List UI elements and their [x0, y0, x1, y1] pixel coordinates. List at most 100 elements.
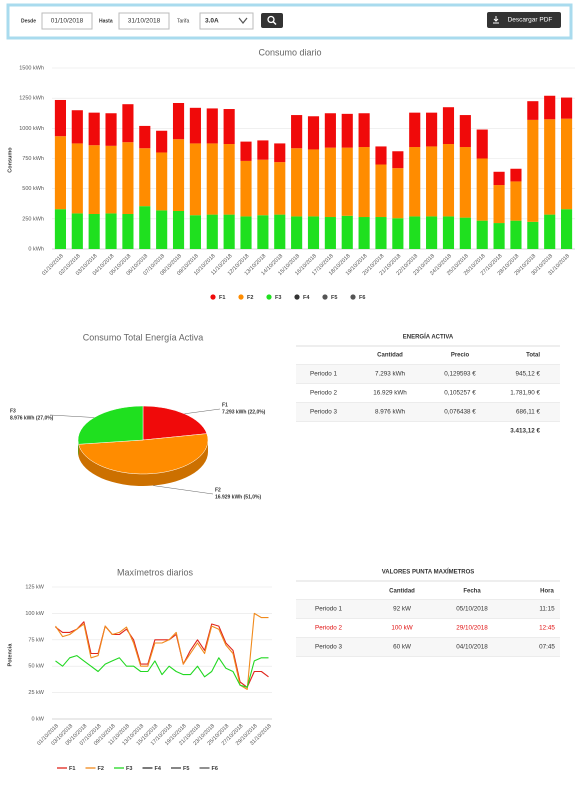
- y-tick-label: 750 kWh: [22, 156, 44, 162]
- bar-segment: [257, 215, 269, 249]
- bar-segment: [122, 142, 134, 215]
- pie-side: [78, 440, 209, 487]
- bar-segment: [71, 213, 83, 249]
- table-row: [296, 402, 560, 422]
- toolbar: [6, 3, 573, 40]
- bar-segment: [358, 113, 370, 148]
- bar-segment: [426, 216, 438, 249]
- bar-segment: [358, 217, 370, 249]
- bar-segment: [409, 112, 421, 148]
- legend-marker: [322, 294, 328, 300]
- bar-segment: [105, 213, 117, 249]
- bar-segment: [510, 220, 522, 249]
- y-tick-label: 25 kW: [28, 690, 44, 696]
- table-cell: 7.293 kWh: [375, 371, 406, 378]
- bar-segment: [54, 99, 67, 137]
- bar-segment: [274, 162, 286, 215]
- y-tick-label: 1250 kWh: [19, 96, 44, 102]
- bar-segment: [240, 160, 252, 217]
- bar-segment: [426, 112, 438, 147]
- bar-segment: [291, 115, 303, 149]
- bar-segment: [274, 214, 286, 249]
- bar-segment: [392, 151, 404, 169]
- table-header: Total: [526, 353, 540, 359]
- table-cell: 8.976 kWh: [375, 409, 406, 416]
- bar-segment: [459, 217, 471, 249]
- legend-marker: [210, 294, 216, 300]
- table-cell: 11:15: [539, 606, 555, 613]
- y-tick-label: 100 kW: [25, 611, 44, 617]
- y-tick-label: 1000 kWh: [19, 126, 44, 132]
- legend-label: F3: [126, 766, 132, 772]
- table-header: Fecha: [463, 589, 481, 595]
- to-input[interactable]: [118, 12, 170, 30]
- table-cell: 60 kW: [393, 644, 411, 651]
- bar-segment: [341, 215, 353, 249]
- search-icon: [267, 15, 275, 24]
- bar-segment: [122, 214, 134, 249]
- bar-segment: [122, 104, 134, 143]
- table-cell: 0,129593 €: [444, 371, 476, 378]
- legend-marker: [350, 294, 356, 300]
- from-label: Desde: [21, 18, 36, 24]
- legend-label: F4: [303, 295, 310, 301]
- table-title: ENERGÍA ACTIVA: [403, 333, 454, 341]
- table-cell: 686,11 €: [516, 409, 541, 416]
- y-axis-label: Potencia: [7, 643, 13, 667]
- from-input[interactable]: [41, 12, 93, 30]
- bar-segment: [172, 139, 185, 211]
- bar-segment: [510, 181, 522, 221]
- bar-segment: [172, 210, 185, 249]
- from-value: 01/10/2018: [51, 18, 84, 25]
- y-tick-label: 125 kW: [25, 584, 44, 590]
- table-cell: 92 kW: [393, 606, 411, 613]
- bar-segment: [442, 144, 455, 217]
- table-cell: Periodo 3: [315, 644, 342, 651]
- table-row: [296, 637, 560, 657]
- to-value: 31/10/2018: [128, 18, 161, 25]
- tariff-select[interactable]: [199, 12, 254, 30]
- bar-segment: [257, 159, 269, 216]
- legend-label: F5: [331, 295, 337, 301]
- bar-segment: [223, 144, 235, 215]
- search-button[interactable]: [261, 13, 283, 28]
- legend-label: F2: [247, 295, 253, 301]
- leader-line: [153, 485, 214, 495]
- table-cell: Periodo 1: [310, 371, 337, 378]
- legend-marker: [238, 294, 244, 300]
- bar-segment: [442, 216, 455, 249]
- table-header: Hora: [540, 589, 554, 595]
- bar-segment: [358, 147, 370, 218]
- bar-segment: [544, 119, 556, 215]
- bar-segment: [493, 223, 505, 249]
- bar-segment: [139, 148, 151, 207]
- bar-segment: [560, 118, 573, 210]
- pdf-button[interactable]: [487, 12, 561, 28]
- table-title: VALORES PUNTA MAXÍMETROS: [382, 568, 475, 576]
- bar-segment: [189, 143, 201, 216]
- table-cell: 0,076438 €: [444, 409, 476, 416]
- bar-segment: [341, 147, 353, 216]
- bar-segment: [291, 216, 303, 249]
- bar-segment: [139, 125, 151, 149]
- table-cell: Periodo 2: [310, 390, 337, 397]
- table-cell: Periodo 2: [315, 625, 342, 632]
- bar-segment: [493, 185, 505, 224]
- bar-segment: [324, 113, 336, 148]
- leader-line: [184, 408, 221, 415]
- tariff-value: 3.0A: [205, 18, 219, 25]
- bar-segment: [88, 145, 100, 215]
- bar-segment: [105, 113, 117, 146]
- bar-segment: [307, 149, 320, 217]
- bar-segment: [257, 140, 269, 160]
- y-tick-label: 500 kWh: [22, 186, 44, 192]
- tariff-label: Tarifa: [177, 18, 189, 24]
- leader-line: [49, 414, 95, 418]
- bar-segment: [341, 113, 353, 148]
- bar-segment: [240, 141, 252, 161]
- y-tick-label: 1500 kWh: [19, 65, 44, 71]
- bar-segment: [527, 221, 539, 249]
- table-row: [296, 364, 560, 384]
- bar-segment: [71, 110, 83, 144]
